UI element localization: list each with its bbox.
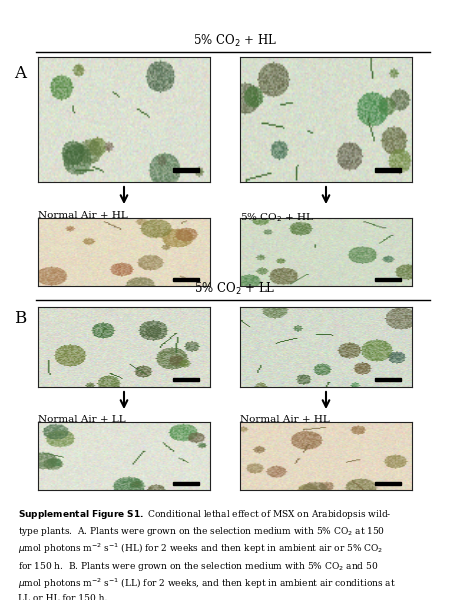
Bar [173,482,199,485]
Text: Normal Air + HL: Normal Air + HL [38,211,128,220]
Bar [173,378,199,380]
Text: $\bf{Supplemental\ Figure\ S1.}$ Conditional lethal effect of MSX on Arabidopsis: $\bf{Supplemental\ Figure\ S1.}$ Conditi… [18,508,396,600]
Text: 5% CO$_2$ + HL: 5% CO$_2$ + HL [240,211,314,224]
Bar [375,378,400,380]
Bar [173,278,199,281]
Bar [375,278,400,281]
Text: A: A [14,65,26,82]
Text: Normal Air + LL: Normal Air + LL [38,415,126,424]
Bar [173,168,199,172]
Text: Normal Air + HL: Normal Air + HL [240,415,330,424]
Bar [375,168,400,172]
Text: B: B [14,310,26,327]
Text: 5% CO$_2$ + LL: 5% CO$_2$ + LL [194,281,276,297]
Text: 5% CO$_2$ + HL: 5% CO$_2$ + HL [193,33,277,49]
Bar [375,482,400,485]
